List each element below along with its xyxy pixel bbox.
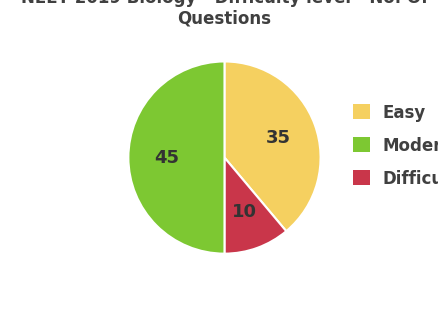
Legend: Easy, Moderate, Difficult: Easy, Moderate, Difficult xyxy=(353,104,438,188)
Wedge shape xyxy=(224,61,321,231)
Text: 35: 35 xyxy=(266,129,291,147)
Text: 45: 45 xyxy=(154,149,179,167)
Wedge shape xyxy=(128,61,225,254)
Title: NEET 2019 Biology - Difficulty level - No. Of
Questions: NEET 2019 Biology - Difficulty level - N… xyxy=(21,0,428,27)
Wedge shape xyxy=(224,158,286,254)
Text: 10: 10 xyxy=(232,203,257,221)
